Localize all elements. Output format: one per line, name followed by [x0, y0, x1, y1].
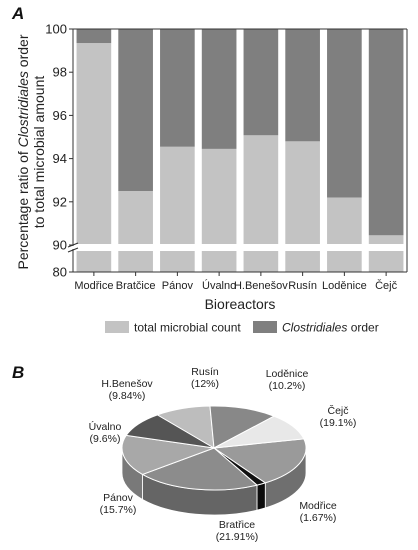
pie-slice-2 — [141, 447, 259, 491]
bar-total-6 — [327, 197, 362, 272]
legend-label-clostridiales: Clostridiales order — [282, 321, 379, 335]
panel-b-label: B — [12, 363, 24, 382]
bar-clostridiales-3 — [201, 29, 237, 149]
category-label-7: Čejč — [375, 279, 398, 292]
y-tick-label-5: 98 — [53, 65, 67, 80]
pie-label-5: H.Benešov — [101, 378, 153, 390]
category-label-3: Úvalno — [202, 279, 236, 292]
category-label-6: Loděnice — [322, 280, 367, 292]
pie-percent-5: (9.84%) — [109, 390, 146, 402]
category-label-0: Modřice — [74, 280, 113, 292]
bar-total-4 — [243, 135, 279, 272]
y-axis-title-line1: Percentage ratio of Clostridiales order — [15, 34, 31, 269]
pie-side-1-0 — [256, 482, 266, 511]
pie-label-7: Loděnice — [266, 368, 309, 380]
x-axis-title: Bioreactors — [205, 296, 276, 312]
pie-label-0: Čejč — [327, 404, 348, 417]
legend-swatch-clostridiales — [253, 321, 277, 333]
y-tick-label-3: 94 — [53, 151, 67, 166]
y-axis-title-line2: to total microbial amount — [31, 76, 47, 229]
y-tick-label-0: 80 — [53, 265, 67, 280]
y-axis-title-pre: Percentage ratio of — [15, 147, 31, 269]
legend-label-suffix: order — [347, 321, 378, 335]
y-tick-label-6: 100 — [45, 22, 67, 37]
bar-clostridiales-4 — [243, 29, 279, 136]
pie-percent-4: (9.6%) — [90, 433, 121, 445]
pie-percent-7: (10.2%) — [269, 380, 306, 392]
pie-percent-0: (19.1%) — [320, 417, 357, 429]
bar-clostridiales-1 — [118, 29, 153, 191]
bar-clostridiales-6 — [327, 29, 362, 198]
pie-percent-6: (12%) — [191, 378, 219, 390]
bar-clostridiales-2 — [160, 29, 195, 147]
bar-total-1 — [118, 191, 153, 272]
axis-break-band — [74, 244, 408, 251]
bar-clostridiales-5 — [285, 29, 320, 142]
y-axis-title-italic: Clostridiales — [15, 71, 31, 147]
pie-label-4: Úvalno — [89, 420, 122, 433]
pie-label-6: Rusín — [191, 366, 219, 378]
panel-a-label: A — [11, 4, 24, 23]
pie-percent-1: (1.67%) — [300, 512, 337, 524]
pie-percent-2: (21.91%) — [216, 531, 259, 543]
pie-top — [121, 405, 307, 491]
y-tick-label-1: 90 — [53, 238, 67, 253]
bar-total-0 — [76, 43, 112, 272]
bar-clostridiales-0 — [76, 29, 112, 44]
y-axis-title-post: order — [15, 34, 31, 71]
category-label-4: H.Benešov — [234, 280, 288, 292]
bar-clostridiales-7 — [368, 29, 404, 236]
pie-slice-6 — [209, 405, 276, 449]
pie-slice-0 — [212, 438, 307, 484]
bar-total-7 — [368, 235, 404, 272]
legend-label-italic: Clostridiales — [282, 321, 347, 335]
pie-label-1: Modřice — [299, 500, 337, 512]
y-tick-label-2: 92 — [53, 194, 67, 209]
pie-label-3: Pánov — [103, 492, 134, 504]
axis-break-mark-lower — [67, 247, 79, 253]
pie-percent-3: (15.7%) — [100, 504, 137, 516]
category-label-1: Bratčice — [116, 280, 156, 292]
bar-total-2 — [160, 146, 195, 272]
pie-chart: Čejč(19.1%) Modřice(1.67%) Bratřice(21.91%… — [89, 366, 357, 543]
legend-swatch-total — [105, 321, 129, 333]
category-label-2: Pánov — [162, 280, 194, 292]
bar-total-3 — [201, 148, 237, 272]
bar-total-5 — [285, 141, 320, 272]
legend-label-total: total microbial count — [134, 321, 241, 335]
pie-slice-7 — [213, 415, 305, 449]
category-label-5: Rusín — [288, 280, 317, 292]
y-tick-label-4: 96 — [53, 108, 67, 123]
pie-label-2: Bratřice — [219, 519, 255, 531]
